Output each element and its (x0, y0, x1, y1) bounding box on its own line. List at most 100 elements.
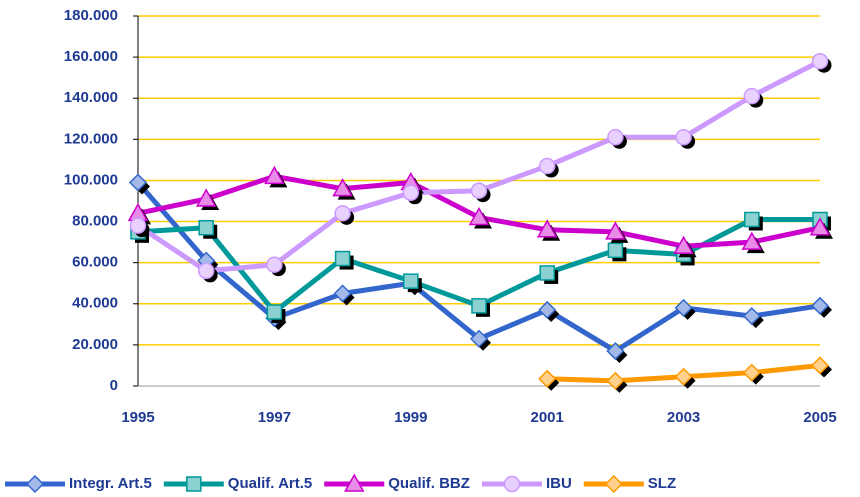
marker (810, 296, 830, 315)
marker (606, 341, 625, 361)
marker (470, 182, 488, 199)
data-point (266, 256, 286, 277)
data-point (605, 221, 629, 243)
data-point (538, 300, 560, 322)
marker (266, 304, 283, 320)
marker (675, 129, 692, 146)
data-point (674, 298, 696, 320)
data-point (333, 284, 355, 306)
marker (606, 371, 625, 390)
marker (742, 363, 761, 382)
marker (129, 217, 147, 234)
data-point (538, 157, 559, 178)
marker (538, 369, 557, 388)
x-tick-label: 1995 (121, 409, 154, 426)
marker (743, 87, 761, 105)
data-point (742, 363, 764, 385)
marker (402, 184, 420, 202)
x-tick-label: 2003 (667, 409, 700, 426)
data-point (744, 211, 763, 231)
marker (674, 367, 693, 386)
marker (538, 300, 557, 320)
marker (334, 205, 351, 222)
marker (197, 262, 215, 280)
data-point (606, 371, 628, 393)
data-point (607, 129, 627, 149)
y-tick-label: 20.000 (72, 336, 118, 353)
marker (469, 329, 489, 348)
legend-label: SLZ (648, 475, 676, 492)
data-point (198, 219, 218, 239)
x-tick-label: 1999 (394, 409, 427, 426)
data-point (402, 184, 423, 205)
marker (471, 298, 487, 314)
marker (673, 235, 694, 254)
data-point (195, 188, 220, 210)
x-tick-label: 2005 (803, 409, 836, 426)
data-point (266, 304, 286, 323)
y-tick-label: 0 (110, 377, 118, 394)
data-point (675, 129, 696, 149)
legend-label: IBU (546, 475, 572, 492)
marker (503, 475, 521, 493)
marker (266, 256, 283, 273)
marker (332, 178, 353, 197)
marker (25, 474, 45, 494)
marker (674, 298, 693, 317)
marker (468, 206, 490, 226)
marker (744, 211, 760, 228)
marker (605, 221, 626, 240)
data-point (536, 219, 561, 241)
marker (742, 307, 761, 326)
data-point (742, 307, 764, 329)
data-point (334, 205, 355, 225)
marker (604, 474, 623, 494)
data-point (810, 296, 832, 318)
data-point (334, 250, 354, 270)
legend-item: SLZ (583, 474, 676, 494)
data-point (810, 356, 832, 378)
data-point (471, 298, 490, 317)
marker (607, 242, 624, 259)
data-point (606, 341, 628, 364)
data-point (128, 173, 150, 195)
data-point (743, 87, 764, 108)
data-point (264, 165, 288, 188)
x-tick-label: 2001 (531, 409, 564, 426)
data-point (403, 273, 422, 293)
y-tick-label: 100.000 (64, 171, 118, 188)
marker (607, 129, 624, 146)
y-tick-label: 180.000 (64, 7, 118, 24)
marker (539, 265, 555, 281)
marker (186, 476, 202, 492)
marker (809, 217, 831, 236)
marker (403, 273, 419, 289)
marker (264, 165, 285, 185)
data-point (809, 217, 833, 239)
legend-item: Qualif. BBZ (324, 473, 470, 492)
marker (536, 219, 558, 238)
data-point (741, 231, 765, 254)
marker (810, 356, 830, 375)
data-point (470, 182, 491, 203)
data-point (469, 329, 491, 351)
data-point (129, 217, 150, 238)
marker (198, 219, 214, 236)
data-point (811, 52, 832, 73)
y-tick-label: 120.000 (64, 130, 118, 147)
legend-item: IBU (481, 475, 572, 493)
y-tick-label: 40.000 (72, 295, 118, 312)
data-point (673, 235, 697, 258)
data-point (332, 178, 356, 200)
marker (343, 473, 365, 492)
data-point (607, 242, 627, 262)
legend-item: Qualif. Art.5 (163, 475, 312, 492)
marker (538, 157, 556, 175)
y-tick-label: 160.000 (64, 48, 118, 65)
marker (195, 188, 217, 207)
y-tick-label: 140.000 (64, 89, 118, 106)
marker (333, 284, 352, 303)
legend-label: Qualif. Art.5 (228, 475, 312, 492)
data-point (468, 206, 492, 229)
